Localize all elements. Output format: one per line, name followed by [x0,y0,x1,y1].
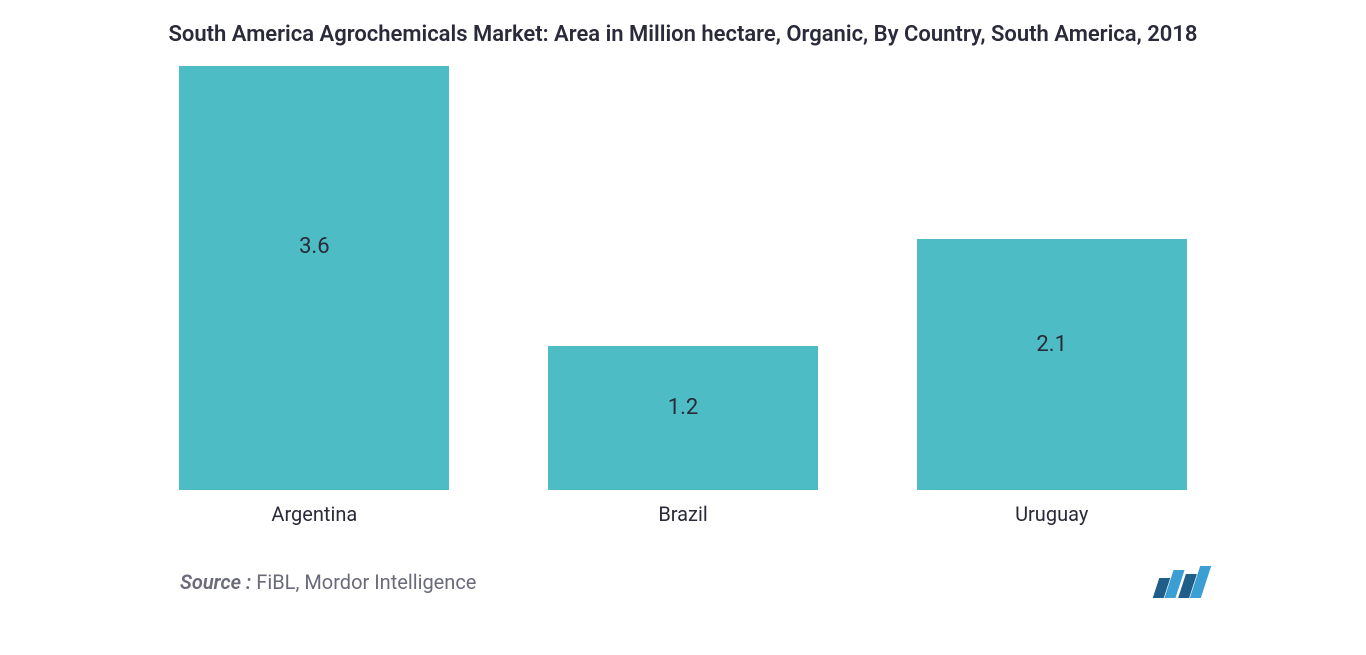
bar-uruguay: 2.1 [917,239,1187,490]
bar-label-brazil: Brazil [658,502,707,526]
bar-argentina: 3.6 [179,66,449,490]
source-value: FiBL, Mordor Intelligence [256,570,476,594]
bar-label-argentina: Argentina [271,502,357,526]
source-label: Source : [180,570,251,594]
mordor-logo-icon [1156,566,1206,598]
bar-label-uruguay: Uruguay [1015,502,1088,526]
bar-wrapper-brazil: 1.2 Brazil [499,66,868,526]
bar-value-argentina: 3.6 [299,234,330,259]
chart-footer: Source : FiBL, Mordor Intelligence [30,566,1336,598]
chart-container: South America Agrochemicals Market: Area… [0,0,1366,655]
chart-title: South America Agrochemicals Market: Area… [30,20,1336,51]
bar-wrapper-uruguay: 2.1 Uruguay [867,66,1236,526]
bar-brazil: 1.2 [548,346,818,489]
bar-value-uruguay: 2.1 [1036,332,1067,357]
source-text: Source : FiBL, Mordor Intelligence [180,570,476,594]
chart-area: 3.6 Argentina 1.2 Brazil 2.1 Uruguay [130,66,1236,526]
bar-value-brazil: 1.2 [668,395,699,420]
bar-wrapper-argentina: 3.6 Argentina [130,66,499,526]
